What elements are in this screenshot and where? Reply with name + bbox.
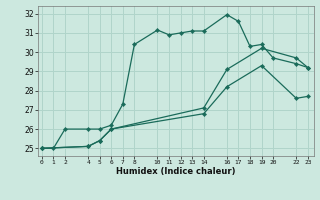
X-axis label: Humidex (Indice chaleur): Humidex (Indice chaleur): [116, 167, 236, 176]
